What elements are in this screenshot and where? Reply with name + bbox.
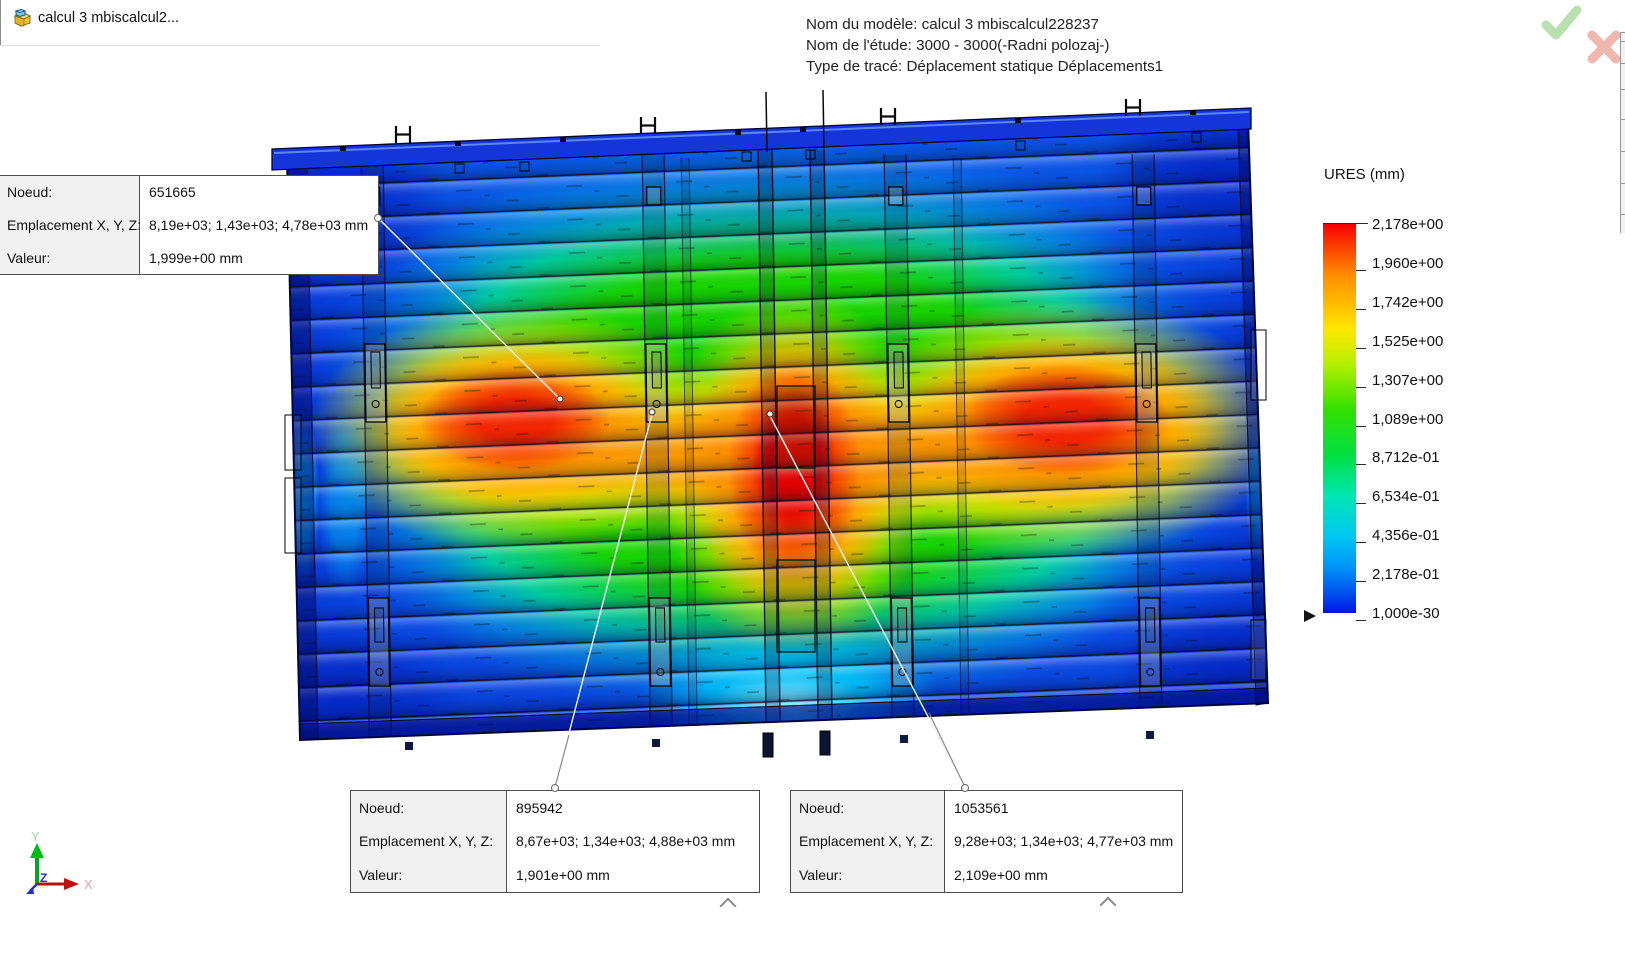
legend-tick — [1356, 581, 1366, 583]
legend-label: 6,534e-01 — [1372, 488, 1440, 506]
legend-tick — [1356, 347, 1366, 349]
left-bracket — [284, 477, 302, 554]
legend-color-bar[interactable] — [1323, 224, 1356, 613]
bottom-tabs — [405, 730, 1154, 758]
legend-label: 1,307e+00 — [1372, 371, 1444, 389]
valeur-value: 1,999e+00 mm — [140, 241, 378, 274]
probe-callout-3[interactable]: Noeud: 1053561 Emplacement X, Y, Z: 9,28e+… — [790, 790, 1183, 893]
fea-model — [271, 89, 1270, 758]
legend-tick — [1323, 223, 1368, 224]
noeud-label: Noeud: — [0, 176, 140, 209]
taskpane-edge-tick — [1621, 183, 1625, 184]
valeur-label: Valeur: — [0, 241, 140, 274]
valeur-value: 2,109e+00 mm — [945, 858, 1182, 892]
emplacement-label: Emplacement X, Y, Z: — [0, 208, 141, 242]
check-icon[interactable] — [1540, 3, 1582, 41]
noeud-value: 895942 — [507, 791, 759, 825]
study-name-line: Nom de l'étude: 3000 - 3000(-Radni poloz… — [806, 37, 1110, 54]
legend-title: URES (mm) — [1324, 166, 1405, 183]
legend-label: 4,356e-01 — [1372, 527, 1440, 545]
legend-tick — [1356, 503, 1366, 505]
legend-label: 1,742e+00 — [1372, 293, 1444, 311]
taskpane-edge[interactable] — [1620, 32, 1625, 233]
taskpane-edge-tick — [1621, 151, 1625, 152]
taskpane-edge-tick — [1621, 63, 1625, 64]
legend-tick — [1356, 620, 1366, 621]
valeur-value: 1,901e+00 mm — [507, 858, 759, 892]
assembly-icon — [13, 8, 32, 27]
legend-label: 8,712e-01 — [1372, 449, 1440, 467]
noeud-label: Noeud: — [791, 791, 945, 825]
plot-header: Nom du modèle: calcul 3 mbiscalcul228237… — [806, 14, 1163, 77]
noeud-value: 651665 — [140, 176, 378, 209]
legend-tick — [1356, 386, 1366, 388]
taskpane-edge-tick — [1621, 89, 1625, 90]
emplacement-value: 9,28e+03; 1,34e+03; 4,77e+03 mm — [945, 824, 1182, 859]
hinge-icon — [394, 99, 1142, 143]
legend-tick — [1356, 542, 1366, 544]
legend-label: 1,089e+00 — [1372, 410, 1444, 428]
probe-callout-1[interactable]: Noeud: 651665 Emplacement X, Y, Z: 8,19e+0… — [0, 175, 379, 275]
viewport-corner-line — [0, 0, 1, 45]
emplacement-label: Emplacement X, Y, Z: — [791, 824, 945, 859]
document-title: calcul 3 mbiscalcul2... — [38, 10, 180, 26]
legend-tick — [1356, 464, 1366, 466]
color-legend: URES (mm) 2,178e+00 1,960e+00 1,742e+00 … — [1318, 164, 1488, 644]
right-bracket — [1250, 329, 1267, 401]
legend-tick — [1356, 425, 1366, 427]
noeud-label: Noeud: — [351, 791, 507, 825]
probe-callout-2[interactable]: Noeud: 895942 Emplacement X, Y, Z: 8,67e+0… — [350, 790, 760, 893]
legend-label: 2,178e-01 — [1372, 566, 1440, 584]
right-bracket — [1250, 619, 1267, 681]
noeud-value: 1053561 — [945, 791, 1182, 825]
top-rail — [271, 89, 1252, 174]
panel-contour — [287, 120, 1268, 740]
taskpane-edge-tick — [1621, 41, 1625, 42]
emplacement-label: Emplacement X, Y, Z: — [351, 824, 507, 859]
viewport-corner-line — [0, 45, 600, 46]
legend-label: 1,525e+00 — [1372, 332, 1444, 350]
valeur-label: Valeur: — [791, 858, 945, 892]
legend-label: 2,178e+00 — [1372, 216, 1444, 233]
model-name-line: Nom du modèle: calcul 3 mbiscalcul228237 — [806, 16, 1099, 33]
legend-label: 1,000e-30 — [1372, 605, 1440, 622]
legend-tick — [1356, 308, 1366, 310]
taskpane-edge-tick — [1621, 214, 1625, 215]
valeur-label: Valeur: — [351, 858, 507, 892]
document-title-bar: calcul 3 mbiscalcul2... — [11, 7, 179, 29]
plot-type-line: Type de tracé: Déplacement statique Dépl… — [806, 58, 1164, 75]
taskpane-edge-tick — [1621, 119, 1625, 120]
legend-tick — [1356, 269, 1366, 271]
close-icon[interactable] — [1584, 27, 1624, 67]
emplacement-value: 8,67e+03; 1,34e+03; 4,88e+03 mm — [507, 824, 759, 859]
emplacement-value: 8,19e+03; 1,43e+03; 4,78e+03 mm — [140, 208, 378, 242]
legend-label: 1,960e+00 — [1372, 254, 1444, 272]
